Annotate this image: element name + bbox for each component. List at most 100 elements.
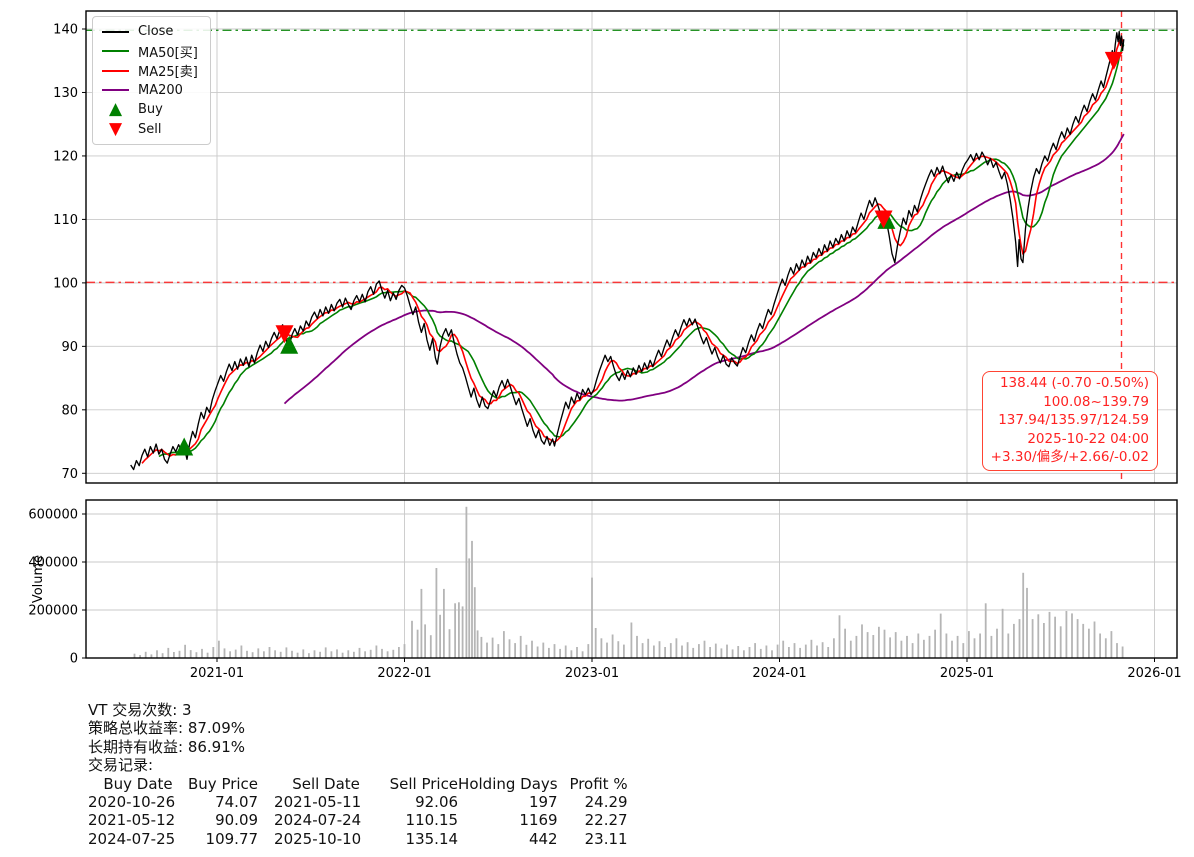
- volume-bar: [900, 640, 903, 658]
- stat-trade-log-title: 交易记录:: [88, 756, 154, 775]
- volume-bar: [883, 629, 886, 658]
- x-tick-label: 2025-01: [940, 666, 994, 681]
- legend-item-sell: ▼ Sell: [102, 120, 198, 140]
- table-cell: 92.06: [415, 793, 459, 812]
- volume-bar: [381, 648, 383, 658]
- sell-marker: [874, 210, 893, 229]
- volume-bar: [810, 639, 813, 658]
- volume-bar: [737, 646, 740, 658]
- volume-bar: [542, 642, 545, 658]
- y-tick-label: 100: [53, 276, 78, 291]
- volume-bar: [411, 620, 413, 658]
- y-tick-label: 90: [61, 340, 78, 355]
- volume-bar: [934, 629, 936, 658]
- volume-bar: [201, 648, 203, 658]
- volume-bar: [1116, 643, 1118, 658]
- column-header: Buy Price: [188, 774, 259, 793]
- volume-bar: [1031, 619, 1034, 658]
- volume-bar: [268, 647, 271, 658]
- volume-bar: [468, 558, 471, 658]
- volume-bar: [844, 628, 846, 658]
- volume-bar: [1110, 631, 1113, 658]
- volume-bar: [458, 602, 460, 658]
- volume-bar: [519, 635, 522, 658]
- volume-bar: [945, 633, 948, 658]
- volume-bar: [420, 588, 423, 658]
- table-cell: 2024-07-24: [274, 811, 362, 830]
- volume-bar: [576, 647, 578, 658]
- volume-bar: [1007, 633, 1010, 658]
- table-cell: 2020-10-26: [88, 793, 176, 812]
- volume-bar: [167, 647, 170, 658]
- strategy-stats: VT 交易次数: 3 策略总收益率: 87.09% 长期持有收益: 86.91%…: [88, 701, 628, 848]
- volume-bar: [240, 645, 243, 658]
- volume-bar: [866, 632, 869, 658]
- annotation-line: +3.30/偏多/+2.66/-0.02: [990, 449, 1149, 466]
- volume-bar: [285, 647, 288, 658]
- volume-bar: [531, 640, 533, 658]
- volume-tick-label: 400000: [28, 556, 78, 571]
- column-header: Sell Price: [389, 774, 459, 793]
- volume-bar: [630, 622, 633, 658]
- volume-bar: [347, 650, 350, 658]
- volume-bar: [962, 643, 965, 658]
- volume-bar: [161, 653, 164, 658]
- volume-bar: [686, 642, 689, 658]
- volume-bar: [698, 644, 700, 658]
- volume-bar: [1018, 619, 1021, 658]
- table-cell: 442: [528, 829, 558, 848]
- table-cell: 110.15: [405, 811, 459, 830]
- volume-bar: [968, 631, 970, 658]
- volume-bar: [392, 649, 395, 658]
- legend-label: Sell: [138, 121, 162, 137]
- volume-bar: [263, 651, 265, 658]
- volume-bar: [720, 648, 723, 658]
- volume-bar: [653, 645, 655, 658]
- volume-bar: [279, 651, 282, 658]
- volume-bar: [173, 652, 175, 658]
- volume-bar: [617, 641, 620, 658]
- volume-bar: [313, 650, 316, 658]
- volume-bar: [1043, 623, 1045, 658]
- volume-bar: [336, 649, 338, 658]
- volume-bar: [424, 624, 426, 658]
- triangle-down-icon: ▼: [108, 118, 123, 139]
- volume-bar: [369, 649, 372, 658]
- legend-line-swatch: [102, 69, 129, 72]
- volume-bar: [486, 642, 488, 658]
- buy-marker: [280, 335, 299, 354]
- main-plot-border: [85, 10, 1178, 484]
- volume-bar: [341, 652, 344, 658]
- volume-tick-label: 0: [70, 652, 78, 667]
- table-cell: 90.09: [215, 811, 259, 830]
- volume-bar: [923, 639, 925, 658]
- volume-bar: [1059, 626, 1062, 658]
- volume-bar: [1001, 608, 1004, 658]
- volume-bar: [1054, 616, 1056, 658]
- table-cell: 23.11: [584, 829, 628, 848]
- volume-bar: [1093, 621, 1096, 658]
- column-header: Holding Days: [458, 774, 558, 793]
- volume-bar: [291, 650, 293, 658]
- legend-line-swatch: [102, 50, 129, 53]
- volume-bar: [855, 635, 858, 658]
- volume-bar: [139, 655, 141, 658]
- volume-bar: [681, 645, 683, 658]
- volume-bar: [606, 642, 608, 658]
- ma-line-ma200: [283, 133, 1125, 405]
- volume-bar: [782, 640, 785, 658]
- legend-label: Close: [138, 24, 174, 40]
- volume-bar: [454, 603, 456, 658]
- volume-bar: [274, 650, 276, 658]
- x-tick-label: 2022-01: [377, 666, 431, 681]
- volume-bar: [403, 644, 406, 658]
- volume-bar: [246, 650, 248, 658]
- volume-bar: [473, 587, 476, 658]
- volume-bar: [973, 638, 976, 658]
- volume-bar: [386, 651, 389, 658]
- volume-bar: [984, 603, 987, 658]
- volume-bar: [548, 647, 550, 658]
- stat-trade-count: VT 交易次数: 3: [88, 701, 192, 719]
- volume-bar: [996, 628, 998, 658]
- volume-bar: [804, 644, 807, 658]
